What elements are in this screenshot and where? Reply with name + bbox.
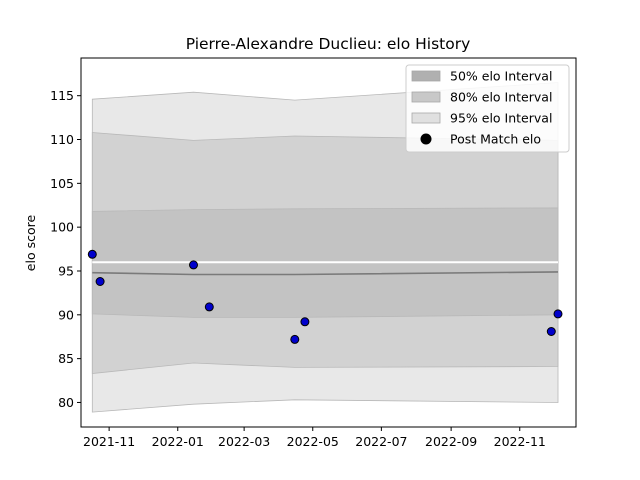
y-axis-label: elo score [23,215,38,272]
x-tick-label: 2022-11 [494,434,546,449]
y-tick-label: 100 [50,220,74,235]
x-tick-label: 2022-03 [218,434,270,449]
post-match-point [95,277,105,286]
post-match-point [87,249,97,259]
y-tick-label: 105 [50,176,74,191]
legend-box [405,64,570,153]
legend-swatch [411,112,441,124]
legend: 50% elo Interval 80% elo Interval 95% elo … [405,64,570,153]
y-tick-label: 95 [58,263,74,278]
post-match-point [204,302,214,312]
y-tick-label: 85 [58,351,74,366]
post-match-point [290,334,300,344]
legend-label: Post Match elo [450,132,541,147]
mean-elo-line [92,271,559,276]
x-tick-label: 2022-05 [287,434,339,449]
x-tick-label: 2021-11 [83,434,135,449]
y-tick-label: 110 [50,132,74,147]
x-tick-label: 2022-09 [425,434,477,449]
x-tick-label: 2022-01 [152,434,204,449]
post-match-point [553,309,563,319]
post-match-point [189,260,198,270]
x-tick-label: 2022-07 [355,434,407,449]
axes-frame [80,57,577,428]
post-match-point [300,317,310,327]
legend-swatch [411,70,441,82]
legend-label: 95% elo Interval [450,111,552,126]
legend-swatch [411,91,441,103]
legend-marker [420,133,432,145]
y-tick-label: 80 [58,395,74,410]
y-tick-label: 115 [50,88,74,103]
y-tick-label: 90 [58,307,74,322]
legend-label: 80% elo Interval [450,90,552,105]
chart-title: Pierre-Alexandre Duclieu: elo History [186,35,471,53]
post-match-point [546,327,556,336]
plot-area: 80 85 90 95 100 105 110 115 2021-11 2022-01 2022-0… [50,57,577,449]
legend-label: 50% elo Interval [450,69,552,84]
